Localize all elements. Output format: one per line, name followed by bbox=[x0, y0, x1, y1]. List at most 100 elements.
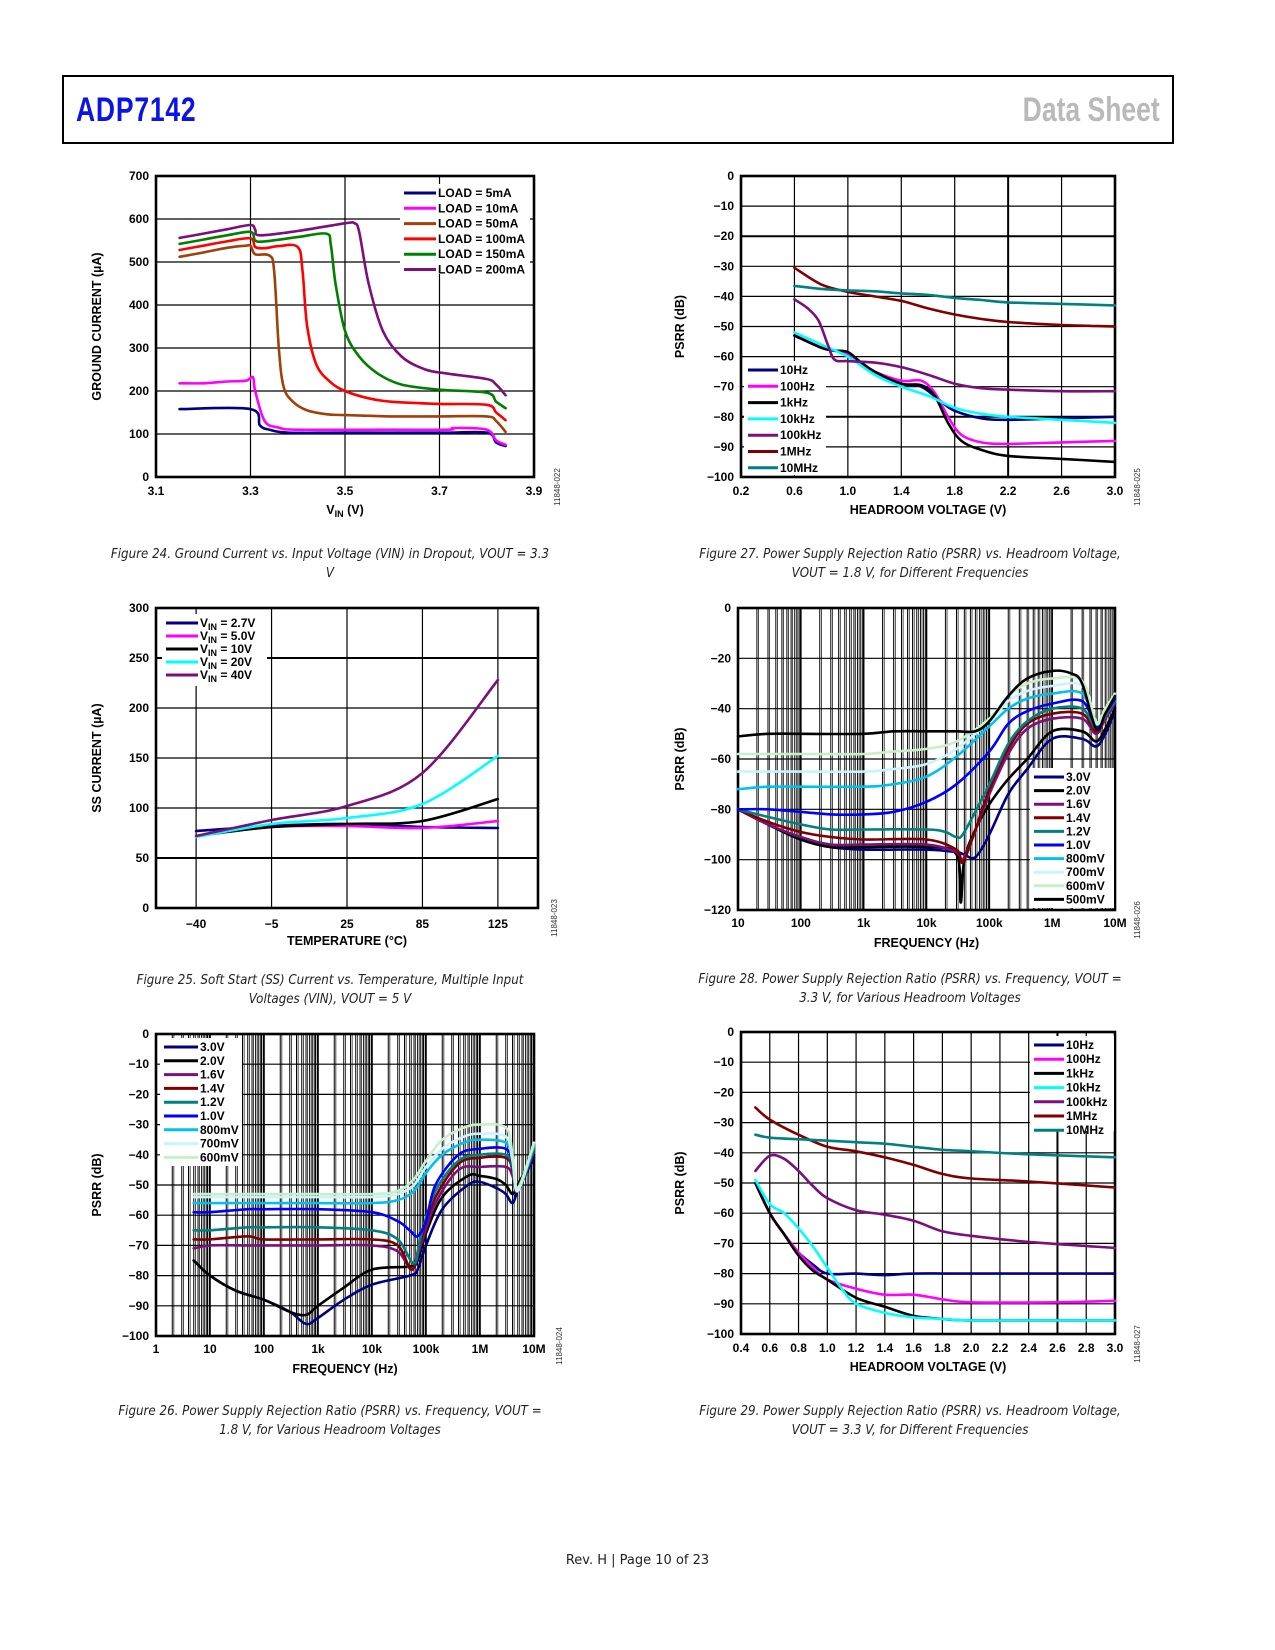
x-tick-label: 10M bbox=[522, 1342, 545, 1356]
legend-label: LOAD = 10mA bbox=[438, 201, 519, 215]
y-tick-label: −70 bbox=[129, 1238, 150, 1252]
legend-label: 800mV bbox=[1066, 852, 1105, 866]
legend-label: 3.0V bbox=[1066, 770, 1091, 784]
legend-label-sub: IN bbox=[208, 661, 217, 671]
grid bbox=[737, 607, 1115, 911]
y-tick-label: 0 bbox=[142, 901, 149, 915]
plot-frame bbox=[154, 606, 540, 910]
y-tick-label: 0 bbox=[727, 169, 734, 183]
series-line-10khz bbox=[754, 1178, 1117, 1322]
y-tick-label: 0 bbox=[724, 601, 731, 615]
x-tick-label: 2.2 bbox=[992, 1341, 1009, 1355]
series-line-vin-10v bbox=[194, 797, 500, 838]
part-number[interactable]: ADP7142 bbox=[76, 91, 197, 129]
y-tick-label: 400 bbox=[129, 298, 149, 312]
x-tick-label: −5 bbox=[265, 917, 279, 931]
figure-code: 11848-024 bbox=[555, 1327, 564, 1365]
x-tick-label: 1.4 bbox=[877, 1341, 894, 1355]
y-tick-label: −80 bbox=[714, 1267, 735, 1281]
y-tick-label: 100 bbox=[129, 427, 149, 441]
legend-label-sub: IN bbox=[208, 622, 217, 632]
x-axis-label: TEMPERATURE (°C) bbox=[287, 934, 407, 948]
x-tick-label: 3.9 bbox=[526, 484, 543, 498]
legend-background bbox=[400, 184, 530, 274]
x-tick-label: 1.4 bbox=[893, 484, 910, 498]
y-tick-label: 250 bbox=[129, 651, 149, 665]
y-tick-label: −40 bbox=[714, 1146, 735, 1160]
legend-label: 1.2V bbox=[200, 1095, 225, 1109]
y-tick-label: 700 bbox=[129, 169, 149, 183]
x-tick-label: 1.8 bbox=[946, 484, 963, 498]
legend-label: VIN = 10V bbox=[200, 642, 252, 658]
series-line-load-200ma bbox=[178, 220, 507, 397]
legend-label-sub: IN bbox=[208, 635, 217, 645]
x-tick-label: 10k bbox=[362, 1342, 382, 1356]
legend-label: 1kHz bbox=[780, 396, 808, 410]
page-header: ADP7142 Data Sheet bbox=[62, 75, 1174, 144]
y-tick-label: −60 bbox=[714, 350, 735, 364]
x-axis-label-unit: (V) bbox=[344, 503, 364, 517]
legend-label: 1.6V bbox=[200, 1068, 225, 1082]
y-tick-label: 600 bbox=[129, 212, 149, 226]
caption-fig27: Figure 27. Power Supply Rejection Ratio … bbox=[699, 546, 1121, 581]
legend-label-rest: = 2.7V bbox=[217, 616, 255, 630]
series-line-10mhz bbox=[793, 284, 1117, 307]
plot-frame bbox=[154, 1032, 536, 1338]
y-tick-label: 500 bbox=[129, 255, 149, 269]
x-tick-label: 10M bbox=[1103, 916, 1126, 930]
x-tick-label: 1.6 bbox=[905, 1341, 922, 1355]
y-tick-label: −10 bbox=[714, 1055, 735, 1069]
x-tick-label: 2.4 bbox=[1020, 1341, 1037, 1355]
y-tick-label: −90 bbox=[714, 440, 735, 454]
y-tick-label: −80 bbox=[714, 410, 735, 424]
y-tick-label: 0 bbox=[142, 470, 149, 484]
plot-frame bbox=[739, 1030, 1117, 1336]
x-tick-label: 2.6 bbox=[1053, 484, 1070, 498]
y-tick-label: −70 bbox=[714, 380, 735, 394]
legend-label: 1.0V bbox=[200, 1109, 225, 1123]
legend-label: 700mV bbox=[1066, 865, 1105, 879]
plot-frame bbox=[154, 174, 536, 479]
y-tick-label: −100 bbox=[707, 1327, 734, 1341]
y-axis-label: PSRR (dB) bbox=[673, 295, 687, 358]
x-axis-label: HEADROOM VOLTAGE (V) bbox=[850, 503, 1006, 517]
legend-label: VIN = 20V bbox=[200, 655, 252, 671]
y-tick-label: 0 bbox=[727, 1025, 734, 1039]
legend-label: 10MHz bbox=[1066, 1123, 1104, 1137]
legend-label: LOAD = 200mA bbox=[438, 263, 525, 277]
y-axis-label: GROUND CURRENT (µA) bbox=[90, 252, 104, 400]
caption-fig26: Figure 26. Power Supply Rejection Ratio … bbox=[118, 1403, 542, 1438]
legend-label: 10MHz bbox=[780, 461, 818, 475]
figure-code: 11848-025 bbox=[1133, 468, 1142, 506]
legend-label: 100kHz bbox=[1066, 1095, 1107, 1109]
y-tick-label: 300 bbox=[129, 341, 149, 355]
legend-label: 500mV bbox=[1066, 892, 1105, 906]
x-tick-label: 0.2 bbox=[733, 484, 750, 498]
legend-label: 1.0V bbox=[1066, 838, 1091, 852]
series-line-load-10ma bbox=[178, 375, 507, 447]
x-tick-label: 3.1 bbox=[148, 484, 165, 498]
legend-label-sub: IN bbox=[208, 648, 217, 658]
legend-label-v: V bbox=[200, 642, 208, 656]
y-tick-label: −100 bbox=[707, 470, 734, 484]
y-axis-label: PSRR (dB) bbox=[90, 1153, 104, 1216]
x-tick-label: 2.8 bbox=[1078, 1341, 1095, 1355]
x-tick-label: 85 bbox=[416, 917, 430, 931]
series-line-600mv bbox=[192, 1122, 536, 1196]
caption-fig25: Figure 25. Soft Start (SS) Current vs. T… bbox=[136, 972, 524, 1007]
legend-label: 100Hz bbox=[1066, 1052, 1101, 1066]
x-tick-label: 1.8 bbox=[934, 1341, 951, 1355]
series-line-1mhz bbox=[754, 1106, 1117, 1189]
series-line-load-150ma bbox=[178, 230, 507, 410]
y-tick-label: −80 bbox=[129, 1269, 150, 1283]
x-axis-label-sub: IN bbox=[335, 509, 344, 519]
x-tick-label: 0.8 bbox=[790, 1341, 807, 1355]
y-tick-label: −60 bbox=[711, 752, 732, 766]
series-line-1-4v bbox=[736, 699, 1117, 865]
legend: 3.0V2.0V1.6V1.4V1.2V1.0V800mV700mV600mV5… bbox=[1030, 768, 1114, 908]
y-tick-label: −20 bbox=[714, 229, 735, 243]
